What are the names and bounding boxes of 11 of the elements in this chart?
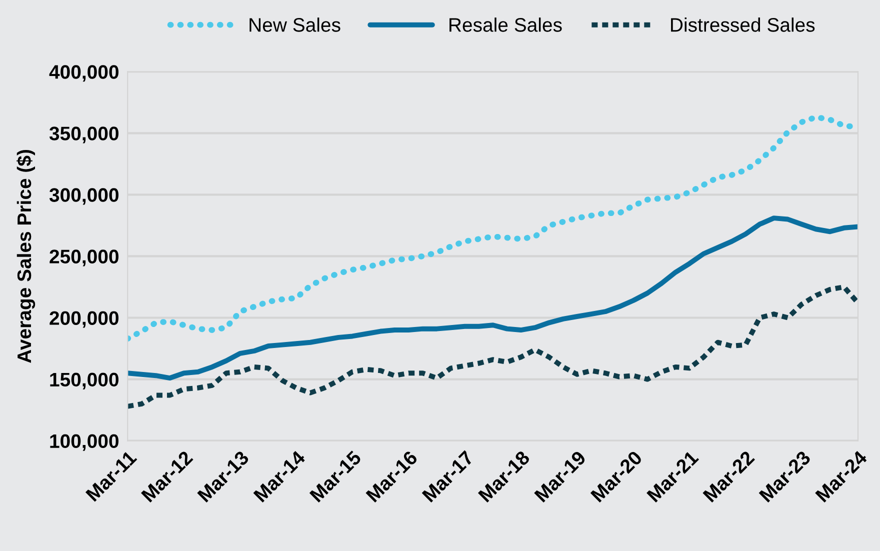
y-tick-label: 250,000: [50, 250, 118, 266]
y-axis-title: Average Sales Price ($): [16, 150, 36, 363]
y-tick-label: 200,000: [50, 311, 118, 328]
legend-label: New Sales: [250, 18, 340, 32]
y-tick-label: 300,000: [49, 188, 118, 205]
y-tick-label: 350,000: [49, 126, 118, 144]
legend-label: Distressed Sales: [671, 18, 815, 32]
y-tick-label: 400,000: [49, 65, 118, 82]
legend-label: Resale Sales: [450, 18, 562, 32]
y-tick-label: 100,000: [50, 434, 118, 451]
y-tick-label: 150,000: [50, 372, 118, 390]
